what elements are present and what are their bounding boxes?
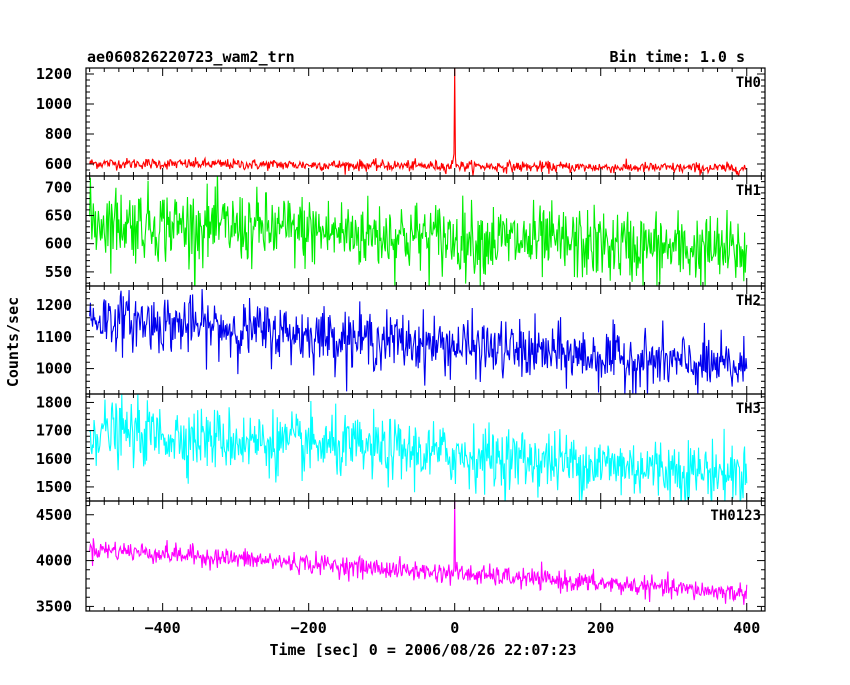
panel-label-th0: TH0 [736, 75, 761, 91]
x-axis-label: Time [sec] 0 = 2006/08/26 22:07:23 [269, 641, 576, 659]
x-tick-label: 400 [733, 619, 760, 637]
y-tick-label-th0: 600 [45, 155, 72, 173]
bin-time-label: Bin time: 1.0 s [610, 48, 745, 66]
y-tick-label-th3: 1700 [36, 422, 72, 440]
panel-frame-th0 [85, 67, 766, 177]
y-tick-label-th0123: 4500 [36, 506, 72, 524]
y-tick-label-th3: 1800 [36, 393, 72, 411]
x-tick-label: −400 [145, 619, 181, 637]
y-tick-label-th2: 1100 [36, 328, 72, 346]
y-tick-label-th2: 1200 [36, 296, 72, 314]
panel-label-th2: TH2 [736, 293, 761, 309]
panel-label-th3: TH3 [736, 401, 761, 417]
y-tick-label-th0: 1200 [36, 65, 72, 83]
x-tick-label: 0 [450, 619, 459, 637]
y-tick-label-th1: 700 [45, 178, 72, 196]
series-line-th3 [89, 394, 748, 501]
panel-frame-th3 [85, 393, 766, 502]
y-axis-label: Counts/sec [4, 297, 22, 387]
series-line-th1 [89, 176, 748, 286]
y-tick-label-th0: 1000 [36, 95, 72, 113]
y-tick-label-th0: 800 [45, 125, 72, 143]
y-tick-label-th2: 1000 [36, 360, 72, 378]
y-tick-label-th1: 550 [45, 263, 72, 281]
y-tick-label-th3: 1500 [36, 478, 72, 496]
series-line-th2 [89, 288, 748, 394]
x-tick-label: 200 [587, 619, 614, 637]
panels-group: 600 800 1000 1200 TH0 550 600 650 700 TH1 1000 1100… [36, 65, 766, 637]
y-tick-label-th0123: 4000 [36, 552, 72, 570]
y-tick-label-th3: 1600 [36, 450, 72, 468]
panel-label-th1: TH1 [736, 183, 761, 199]
series-line-th0 [89, 68, 747, 176]
series-line-th0123 [89, 501, 748, 605]
y-tick-label-th1: 650 [45, 206, 72, 224]
y-tick-label-th1: 600 [45, 235, 72, 253]
y-tick-label-th0123: 3500 [36, 597, 72, 615]
chart-title: ae060826220723_wam2_trn [87, 48, 295, 66]
x-tick-label: −200 [291, 619, 327, 637]
panel-label-th0123: TH0123 [710, 508, 761, 524]
